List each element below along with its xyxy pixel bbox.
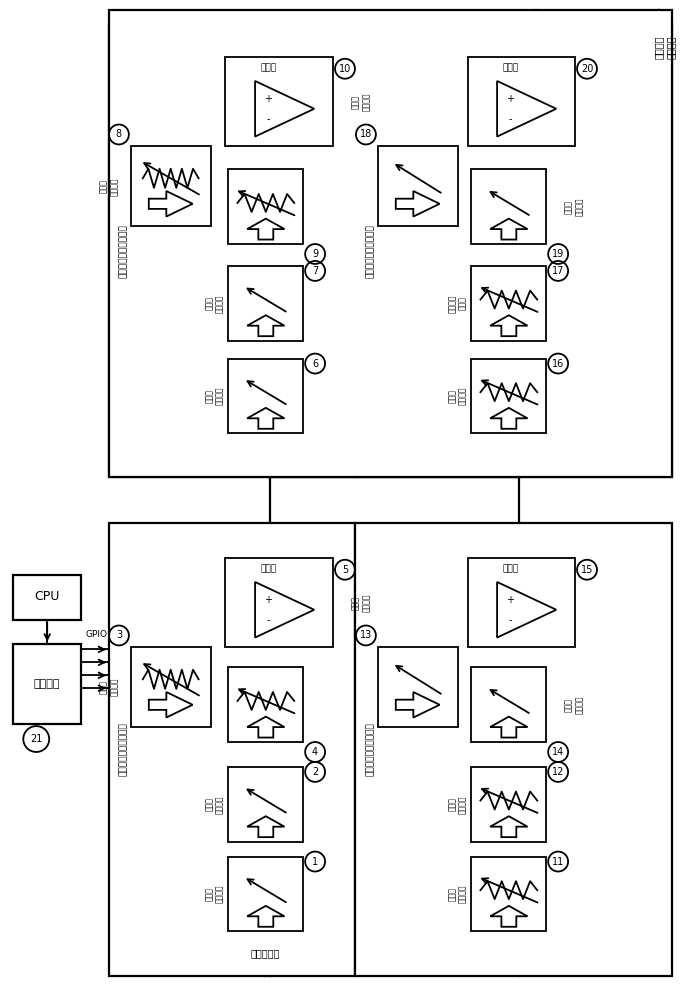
Bar xyxy=(229,266,303,341)
Text: 17: 17 xyxy=(552,266,565,276)
Text: 13: 13 xyxy=(360,630,372,640)
Text: 可编程
电容阵列: 可编程 电容阵列 xyxy=(565,197,584,216)
Text: 4: 4 xyxy=(312,747,318,757)
Bar xyxy=(471,359,546,433)
Text: 可编程
电容阵列: 可编程 电容阵列 xyxy=(205,795,224,814)
Text: 可编程
电阻阵列: 可编程 电阻阵列 xyxy=(448,387,467,405)
Bar xyxy=(225,57,333,146)
Bar xyxy=(229,857,303,931)
Text: 可配置二阶高通滤波器: 可配置二阶高通滤波器 xyxy=(118,224,127,278)
Bar xyxy=(355,523,672,976)
Text: 可编程电
阻阵列: 可编程电 阻阵列 xyxy=(448,294,467,313)
Text: 1: 1 xyxy=(312,857,318,867)
Text: 15: 15 xyxy=(581,565,593,575)
Text: +: + xyxy=(506,94,514,104)
Text: 滤波输出: 滤波输出 xyxy=(665,35,676,59)
Bar xyxy=(229,767,303,842)
Text: 可编程
电阻阵列: 可编程 电阻阵列 xyxy=(100,177,119,196)
Text: 18: 18 xyxy=(360,129,372,139)
Bar xyxy=(13,575,81,620)
Text: 7: 7 xyxy=(312,266,319,276)
Text: 声信号输入: 声信号输入 xyxy=(251,948,280,958)
Text: 可编程
电阻阵列: 可编程 电阻阵列 xyxy=(100,678,119,696)
Text: +: + xyxy=(506,595,514,605)
Text: 11: 11 xyxy=(552,857,565,867)
Text: GPIO: GPIO xyxy=(85,630,107,639)
Text: 19: 19 xyxy=(552,249,565,259)
Text: 可编程
电容阵列: 可编程 电容阵列 xyxy=(205,294,224,313)
Text: 21: 21 xyxy=(30,734,42,744)
Text: 放大器: 放大器 xyxy=(502,564,519,573)
Bar xyxy=(109,523,355,976)
Text: 可编程
电容阵列: 可编程 电容阵列 xyxy=(205,387,224,405)
Text: 可编程
电阻阵列: 可编程 电阻阵列 xyxy=(351,593,370,612)
Text: 放大器: 放大器 xyxy=(502,63,519,72)
Bar xyxy=(468,57,575,146)
Text: 控制逻辑: 控制逻辑 xyxy=(34,679,60,689)
Text: CPU: CPU xyxy=(35,590,60,603)
Bar xyxy=(229,359,303,433)
Bar xyxy=(131,647,211,727)
Bar xyxy=(229,169,303,244)
Text: 6: 6 xyxy=(312,359,318,369)
Text: -: - xyxy=(509,114,512,124)
Text: -: - xyxy=(509,615,512,625)
Text: 9: 9 xyxy=(312,249,318,259)
Text: +: + xyxy=(264,595,272,605)
Bar xyxy=(471,266,546,341)
Bar xyxy=(229,667,303,742)
Text: 可编程
电容阵列: 可编程 电容阵列 xyxy=(565,695,584,714)
Text: 5: 5 xyxy=(342,565,348,575)
Text: 放大器: 放大器 xyxy=(261,63,276,72)
Text: 可配置二阶低通滤波器: 可配置二阶低通滤波器 xyxy=(366,224,375,278)
Text: 2: 2 xyxy=(312,767,319,777)
Bar xyxy=(468,558,575,647)
Text: 可配置二阶高通滤波器: 可配置二阶高通滤波器 xyxy=(118,722,127,776)
Text: 可编程
电阻阵列: 可编程 电阻阵列 xyxy=(351,92,370,111)
Text: 可编程
电容阵列: 可编程 电容阵列 xyxy=(205,885,224,903)
Bar xyxy=(109,10,672,477)
Text: 可编程
电阻阵列: 可编程 电阻阵列 xyxy=(448,795,467,814)
Text: +: + xyxy=(264,94,272,104)
Text: 可配置二阶低通滤波器: 可配置二阶低通滤波器 xyxy=(366,722,375,776)
Text: -: - xyxy=(266,615,269,625)
Text: 滤波输出: 滤波输出 xyxy=(654,35,664,59)
Bar xyxy=(13,644,81,724)
Bar xyxy=(471,767,546,842)
Bar xyxy=(225,558,333,647)
Bar xyxy=(378,146,457,226)
Bar xyxy=(378,647,457,727)
Bar xyxy=(471,857,546,931)
Text: 20: 20 xyxy=(581,64,593,74)
Text: 8: 8 xyxy=(116,129,122,139)
Text: 16: 16 xyxy=(552,359,565,369)
Text: -: - xyxy=(266,114,269,124)
Text: 12: 12 xyxy=(552,767,565,777)
Bar xyxy=(109,24,355,477)
Text: 14: 14 xyxy=(552,747,565,757)
Text: 放大器: 放大器 xyxy=(261,564,276,573)
Bar xyxy=(471,667,546,742)
Text: 3: 3 xyxy=(116,630,122,640)
Bar xyxy=(471,169,546,244)
Bar xyxy=(355,24,672,477)
Text: 可编程
电阻阵列: 可编程 电阻阵列 xyxy=(448,885,467,903)
Text: 10: 10 xyxy=(339,64,351,74)
Bar xyxy=(131,146,211,226)
